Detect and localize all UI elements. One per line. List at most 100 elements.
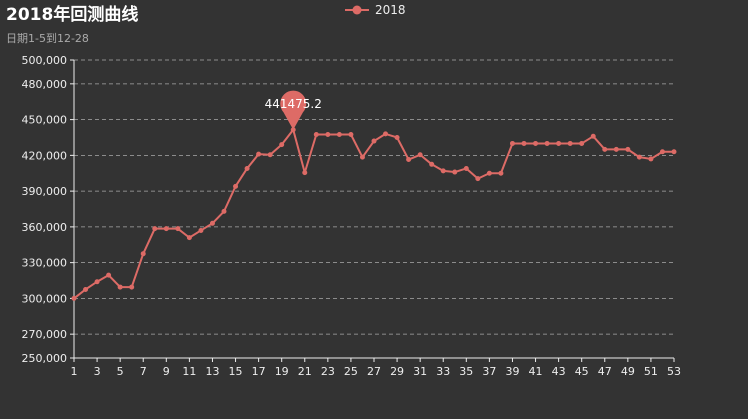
x-tick-label: 47 [598,365,612,378]
data-point [591,134,595,138]
series-line [74,130,674,299]
x-tick-label: 13 [205,365,219,378]
data-point [603,147,607,151]
data-point [499,171,503,175]
max-mark-pin [280,91,306,130]
data-point [441,169,445,173]
x-tick-label: 17 [252,365,266,378]
x-tick-label: 39 [505,365,519,378]
data-point [107,273,111,277]
data-point [453,170,457,174]
x-tick-label: 35 [459,365,473,378]
data-point [487,171,491,175]
chart-subtitle: 日期1-5到12-28 [6,32,89,46]
data-point [464,166,468,170]
data-point [395,135,399,139]
data-point [360,155,364,159]
data-point [580,141,584,145]
x-tick-label: 21 [298,365,312,378]
x-tick-label: 15 [229,365,243,378]
data-point [141,252,145,256]
data-point [187,236,191,240]
data-point [303,171,307,175]
data-point [326,133,330,137]
data-point [349,133,353,137]
x-tick-label: 27 [367,365,381,378]
x-tick-label: 23 [321,365,335,378]
y-tick-label: 250,000 [22,352,68,365]
x-tick-label: 1 [71,365,78,378]
y-tick-label: 360,000 [22,221,68,234]
x-tick-label: 29 [390,365,404,378]
data-point [164,227,168,231]
data-point [222,209,226,213]
data-point [534,141,538,145]
data-point [130,285,134,289]
data-point [557,141,561,145]
data-point [476,177,480,181]
data-point [95,280,99,284]
data-point [234,184,238,188]
x-tick-label: 9 [163,365,170,378]
y-tick-label: 450,000 [22,114,68,127]
x-tick-label: 7 [140,365,147,378]
data-point [268,153,272,157]
data-point [418,153,422,157]
data-point [649,157,653,161]
max-mark-label: 441475.2 [265,97,322,111]
data-point [522,141,526,145]
data-point [176,227,180,231]
x-tick-label: 31 [413,365,427,378]
x-tick-label: 25 [344,365,358,378]
data-point [626,147,630,151]
data-point [199,228,203,232]
data-point [72,296,76,300]
data-point [407,158,411,162]
y-tick-label: 300,000 [22,292,68,305]
data-point [384,132,388,136]
x-tick-label: 49 [621,365,635,378]
data-point [672,150,676,154]
y-tick-label: 330,000 [22,257,68,270]
x-tick-label: 33 [436,365,450,378]
data-point [430,162,434,166]
legend[interactable]: 2018 [344,3,406,17]
data-point [660,150,664,154]
x-tick-label: 3 [94,365,101,378]
data-point [372,139,376,143]
x-tick-label: 43 [552,365,566,378]
x-tick-label: 53 [667,365,681,378]
y-tick-label: 480,000 [22,78,68,91]
y-tick-label: 420,000 [22,149,68,162]
data-point [245,166,249,170]
data-point [568,141,572,145]
x-tick-label: 41 [529,365,543,378]
data-point [291,128,295,132]
data-point [210,221,214,225]
x-tick-label: 5 [117,365,124,378]
x-tick-label: 45 [575,365,589,378]
data-point [637,155,641,159]
data-point [314,133,318,137]
data-point [614,147,618,151]
y-tick-label: 500,000 [22,54,68,67]
x-tick-label: 37 [482,365,496,378]
x-tick-label: 11 [182,365,196,378]
data-point [337,133,341,137]
data-point [153,227,157,231]
y-tick-label: 270,000 [22,328,68,341]
data-point [118,285,122,289]
x-tick-label: 19 [275,365,289,378]
legend-line-icon [344,3,370,17]
legend-label: 2018 [375,3,406,17]
y-tick-label: 390,000 [22,185,68,198]
data-point [84,287,88,291]
data-point [510,141,514,145]
data-point [257,152,261,156]
x-tick-label: 51 [644,365,658,378]
data-point [545,141,549,145]
chart-title: 2018年回测曲线 [6,4,138,26]
data-point [280,143,284,147]
